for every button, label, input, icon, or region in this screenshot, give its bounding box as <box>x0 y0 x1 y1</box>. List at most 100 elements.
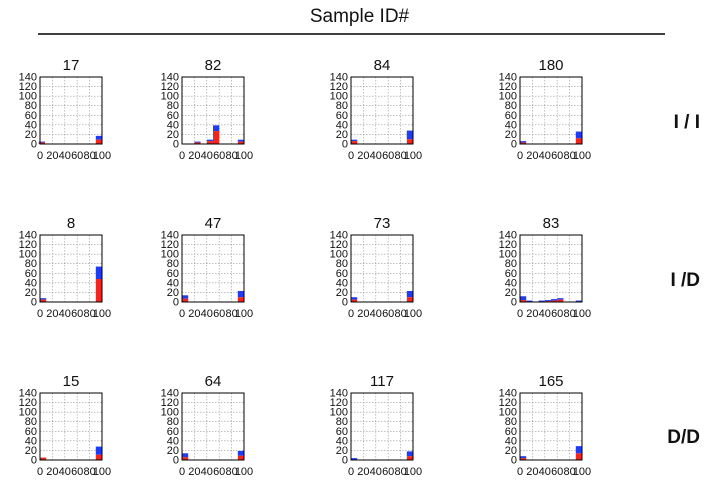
panel-title: 17 <box>63 57 80 74</box>
x-tick-label: 20 <box>357 150 369 162</box>
panel-title: 117 <box>370 373 394 390</box>
x-tick-label: 0 <box>348 150 354 162</box>
bar-blue <box>40 298 46 299</box>
bar-red <box>182 299 188 302</box>
bar-blue <box>238 451 244 456</box>
bar-red <box>407 297 413 302</box>
bar-blue <box>182 295 188 298</box>
x-tick-label: 60 <box>382 150 394 162</box>
x-tick-label: 60 <box>71 466 83 478</box>
x-tick-label: 0 <box>37 466 43 478</box>
y-tick-label: 140 <box>19 388 37 400</box>
panel-title: 82 <box>205 57 222 74</box>
bar-blue <box>96 136 102 140</box>
x-tick-label: 60 <box>213 150 225 162</box>
x-tick-label: 20 <box>46 308 58 320</box>
bar-blue <box>407 131 413 140</box>
x-tick-label: 40 <box>59 308 71 320</box>
bar-blue <box>520 296 526 300</box>
bar-blue <box>407 291 413 297</box>
x-tick-label: 0 <box>348 308 354 320</box>
x-tick-label: 0 <box>179 308 185 320</box>
x-tick-label: 60 <box>551 308 563 320</box>
y-tick-label: 140 <box>161 230 179 242</box>
y-tick-label: 140 <box>161 388 179 400</box>
x-tick-label: 60 <box>71 150 83 162</box>
bar-red <box>213 131 219 144</box>
y-tick-label: 140 <box>19 72 37 84</box>
panel-title: 180 <box>538 57 563 74</box>
x-tick-label: 20 <box>188 466 200 478</box>
bar-blue <box>520 456 526 458</box>
bar-blue <box>182 453 188 457</box>
y-tick-label: 140 <box>499 388 517 400</box>
panel-frame <box>40 393 102 460</box>
bar-blue <box>213 125 219 131</box>
x-tick-label: 100 <box>93 466 111 478</box>
panel-frame <box>40 77 102 144</box>
bar-blue <box>526 301 532 302</box>
row-label: I / I <box>674 112 700 133</box>
x-tick-label: 0 <box>517 150 523 162</box>
row-label: I /D <box>670 270 700 291</box>
bar-blue <box>407 451 413 456</box>
panel-frame <box>520 77 582 144</box>
x-tick-label: 100 <box>93 150 111 162</box>
bar-blue <box>351 297 357 299</box>
panel-frame <box>520 393 582 460</box>
panel-frame <box>182 235 244 302</box>
x-tick-label: 100 <box>235 466 253 478</box>
bar-blue <box>520 141 526 142</box>
panel-frame <box>351 393 413 460</box>
x-tick-label: 60 <box>213 308 225 320</box>
x-tick-label: 40 <box>201 466 213 478</box>
bar-blue <box>551 299 557 300</box>
bar-red <box>96 279 102 302</box>
x-tick-label: 40 <box>59 466 71 478</box>
panel-title: 64 <box>205 373 222 390</box>
x-tick-label: 100 <box>573 466 591 478</box>
bar-blue <box>351 140 357 141</box>
x-tick-label: 20 <box>188 308 200 320</box>
x-tick-label: 40 <box>539 150 551 162</box>
figure-title: Sample ID# <box>0 6 719 28</box>
bar-blue <box>96 447 102 455</box>
bar-blue <box>576 446 582 453</box>
bar-red <box>407 139 413 144</box>
x-tick-label: 40 <box>370 150 382 162</box>
bar-blue <box>576 301 582 302</box>
x-tick-label: 20 <box>357 308 369 320</box>
x-tick-label: 0 <box>37 150 43 162</box>
panel-frame <box>351 235 413 302</box>
bar-blue <box>576 132 582 139</box>
panel-title: 165 <box>538 373 563 390</box>
x-tick-label: 0 <box>517 466 523 478</box>
x-tick-label: 60 <box>551 466 563 478</box>
panel-frame <box>351 77 413 144</box>
x-tick-label: 100 <box>404 150 422 162</box>
x-tick-label: 60 <box>382 466 394 478</box>
x-tick-label: 20 <box>46 150 58 162</box>
panel-title: 83 <box>543 215 560 232</box>
x-tick-label: 20 <box>526 466 538 478</box>
x-tick-label: 60 <box>71 308 83 320</box>
x-tick-label: 40 <box>539 466 551 478</box>
y-tick-label: 140 <box>499 230 517 242</box>
bar-blue <box>238 291 244 297</box>
bar-blue <box>207 140 213 141</box>
x-tick-label: 0 <box>348 466 354 478</box>
bar-red <box>576 138 582 144</box>
x-tick-label: 40 <box>59 150 71 162</box>
bar-red <box>96 455 102 460</box>
x-tick-label: 60 <box>382 308 394 320</box>
bar-blue <box>96 267 102 279</box>
x-tick-label: 100 <box>93 308 111 320</box>
y-tick-label: 140 <box>330 230 348 242</box>
y-tick-label: 140 <box>499 72 517 84</box>
x-tick-label: 60 <box>551 150 563 162</box>
x-tick-label: 40 <box>370 466 382 478</box>
panel-title: 47 <box>205 215 222 232</box>
panel-title: 15 <box>63 373 80 390</box>
x-tick-label: 20 <box>46 466 58 478</box>
